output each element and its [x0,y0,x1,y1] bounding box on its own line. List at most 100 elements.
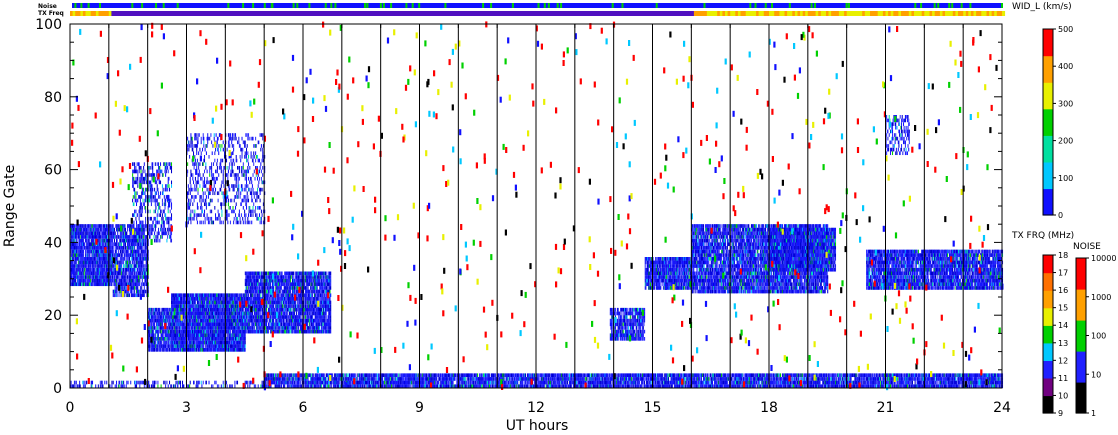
scatter-cell [146,260,148,265]
scatter-cell [90,271,92,276]
txfreq-strip-segment [914,11,918,16]
txfreq-strip-segment [815,11,819,16]
scatter-cell [130,257,132,261]
scatter-cell [143,253,145,257]
scatter-cell [150,198,152,203]
scatter-cell [157,235,159,239]
scatter-cell [170,198,172,203]
scatter-cell [79,271,81,276]
scatter-cell [149,227,151,232]
scatter-cell [130,231,132,236]
scatter-cell [143,282,145,287]
scatter-cell [141,293,143,298]
scatter-cell [75,249,77,254]
scatter-cell [138,253,140,257]
txfreq-strip-segment [934,11,938,16]
scatter-cell [74,235,76,239]
scatter-cell [120,282,122,287]
scatter-cell [114,286,116,290]
scatter-cell [121,260,123,265]
scatter-cell [101,238,103,243]
scatter-cell [70,264,72,268]
scatter-cell [129,238,131,243]
scatter-cell [167,166,169,170]
scatter-cell [93,264,95,268]
scatter-cell [165,169,167,174]
scatter-cell [150,311,152,316]
txfreq-strip-segment [530,11,534,16]
scatter-cell [143,282,145,287]
scatter-cell [85,227,87,232]
scatter-cell [143,235,145,239]
scatter-cell [100,235,102,239]
txfreq-strip-segment [722,11,726,16]
scatter-cell [105,238,107,243]
scatter-cell [120,278,122,283]
scatter-cell [77,264,79,268]
scatter-cell [117,227,119,232]
noise-strip-marks [74,3,1003,8]
scatter-cell [137,249,139,254]
scatter-cell [127,264,129,268]
scatter-cell [113,293,115,298]
scatter-cell [91,246,93,250]
scatter-cell [71,282,73,287]
scatter-cell [97,253,99,257]
scatter-cell [128,260,130,265]
txfreq-strip-segment [137,11,141,16]
scatter-cell [152,162,154,166]
scatter-cell [123,227,125,232]
scatter-cell [133,260,135,265]
scatter-cell [82,260,84,265]
scatter-cell [88,235,90,239]
scatter-cell [72,282,74,287]
scatter-cell [81,235,83,239]
noise-strip-mark [556,3,559,8]
txfreq-strip-segment [471,11,475,16]
scatter-cell [99,224,101,228]
scatter-cell [84,246,86,250]
scatter-cell [136,231,138,236]
scatter-cell [92,231,94,236]
txfreq-strip-segment [823,11,827,16]
scatter-cell [141,246,143,250]
scatter-cell [135,169,137,174]
scatter-cell [118,267,120,272]
scatter-cell [77,278,79,283]
scatter-cell [95,278,97,283]
txfreq-strip-segment [831,11,835,16]
scatter-cell [75,275,77,279]
scatter-cell [151,162,153,166]
scatter-cell [126,289,128,294]
scatter-cell [152,224,154,228]
scatter-cell [134,275,136,279]
scatter-cell [140,231,142,236]
scatter-cell [126,275,128,279]
scatter-cell [117,286,119,290]
scatter-cell [99,238,101,243]
scatter-cell [98,224,100,228]
scatter-cell [105,242,107,247]
scatter-cell [125,282,127,287]
noise-strip-mark [99,3,101,8]
scatter-cell [127,253,129,257]
noise-strip-mark [366,3,369,8]
txfreq-strip-segment [794,11,798,16]
txfreq-strip-segment [344,11,348,16]
scatter-cell [132,260,134,265]
txfreq-strip-segment [215,11,219,16]
scatter-cell [137,286,139,290]
scatter-cell [147,166,149,170]
scatter-cell [131,253,133,257]
scatter-cell [159,180,161,185]
scatter-cell [145,224,147,228]
scatter-cell [90,249,92,254]
scatter-cell [100,227,102,232]
scatter-cell [73,242,75,247]
txfreq-strip-segment [139,11,143,16]
scatter-cell [127,264,129,268]
scatter-cell [83,282,85,287]
scatter-cell [121,231,123,236]
scatter-cell [208,297,210,301]
scatter-cell [138,224,140,228]
